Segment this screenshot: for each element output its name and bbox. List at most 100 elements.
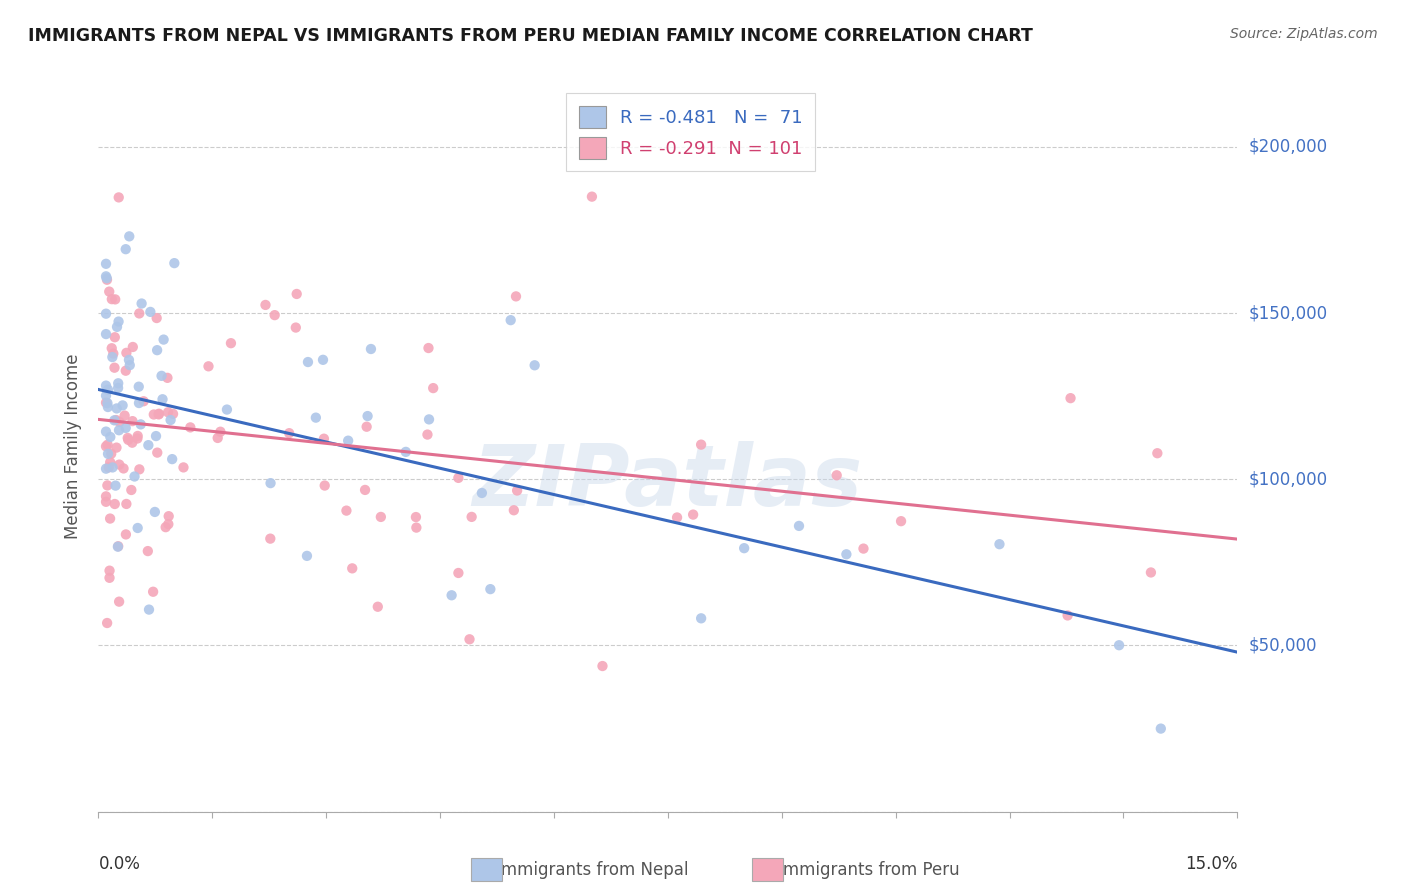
- Point: [96, 271, 118, 285]
- Point: [581, 189, 603, 203]
- Point: [312, 352, 335, 367]
- Point: [96, 396, 118, 410]
- Point: [447, 566, 470, 580]
- Point: [111, 398, 134, 412]
- Point: [104, 293, 127, 307]
- Point: [156, 371, 179, 385]
- Point: [127, 521, 149, 535]
- Point: [506, 483, 529, 498]
- Point: [890, 514, 912, 528]
- Point: [278, 426, 301, 441]
- Point: [94, 425, 117, 439]
- Point: [121, 414, 143, 428]
- Text: 15.0%: 15.0%: [1185, 855, 1237, 873]
- Point: [479, 582, 502, 596]
- Point: [825, 468, 848, 483]
- Point: [108, 415, 131, 429]
- Point: [787, 519, 810, 533]
- Point: [263, 308, 285, 322]
- Point: [179, 420, 201, 434]
- Point: [105, 441, 128, 455]
- Legend: R = -0.481   N =  71, R = -0.291  N = 101: R = -0.481 N = 71, R = -0.291 N = 101: [565, 93, 815, 171]
- Point: [163, 256, 186, 270]
- Point: [418, 341, 440, 355]
- Point: [100, 447, 122, 461]
- Point: [259, 476, 281, 491]
- Point: [108, 423, 131, 437]
- Point: [108, 594, 131, 608]
- Point: [94, 461, 117, 475]
- Point: [405, 520, 427, 534]
- Point: [146, 445, 169, 459]
- Point: [418, 412, 440, 426]
- Point: [592, 659, 614, 673]
- Point: [690, 437, 713, 451]
- Point: [305, 410, 328, 425]
- Point: [460, 509, 482, 524]
- Point: [120, 483, 142, 497]
- Point: [127, 432, 149, 446]
- Point: [148, 408, 170, 422]
- Point: [1108, 638, 1130, 652]
- Point: [128, 306, 150, 320]
- Point: [121, 435, 143, 450]
- Point: [94, 327, 117, 342]
- Point: [152, 392, 174, 407]
- Point: [835, 547, 858, 561]
- Point: [447, 471, 470, 485]
- Point: [129, 417, 152, 432]
- Point: [117, 433, 139, 447]
- Point: [124, 469, 146, 483]
- Point: [367, 599, 389, 614]
- Point: [103, 360, 125, 375]
- Point: [1140, 566, 1163, 580]
- Bar: [752, 858, 783, 881]
- Point: [121, 340, 143, 354]
- Point: [128, 380, 150, 394]
- Point: [103, 413, 125, 427]
- Point: [284, 320, 307, 334]
- Point: [852, 541, 875, 556]
- Point: [105, 319, 128, 334]
- Point: [523, 359, 546, 373]
- Point: [145, 429, 167, 443]
- Point: [118, 229, 141, 244]
- Point: [209, 425, 232, 439]
- Point: [142, 408, 165, 422]
- Point: [128, 462, 150, 476]
- Point: [105, 401, 128, 416]
- Point: [118, 352, 141, 367]
- Point: [96, 615, 118, 630]
- Point: [97, 460, 120, 475]
- Point: [1059, 391, 1081, 405]
- Point: [98, 564, 121, 578]
- Point: [98, 571, 121, 585]
- Point: [254, 298, 277, 312]
- Text: Immigrants from Peru: Immigrants from Peru: [778, 861, 959, 879]
- Point: [127, 429, 149, 443]
- Point: [152, 333, 174, 347]
- Point: [107, 190, 129, 204]
- Text: ZIPatlas: ZIPatlas: [472, 441, 863, 524]
- Point: [115, 346, 138, 360]
- Point: [142, 584, 165, 599]
- Point: [94, 388, 117, 402]
- Point: [112, 461, 135, 475]
- Point: [666, 510, 689, 524]
- Point: [505, 289, 527, 303]
- Point: [682, 508, 704, 522]
- Point: [312, 432, 335, 446]
- Point: [128, 396, 150, 410]
- Point: [94, 307, 117, 321]
- Point: [103, 346, 125, 360]
- Point: [259, 532, 281, 546]
- Point: [395, 445, 418, 459]
- Point: [499, 313, 522, 327]
- Point: [101, 292, 124, 306]
- Point: [94, 439, 117, 453]
- Point: [1150, 722, 1173, 736]
- Point: [342, 561, 364, 575]
- Point: [988, 537, 1011, 551]
- Point: [104, 330, 127, 344]
- Point: [94, 489, 117, 503]
